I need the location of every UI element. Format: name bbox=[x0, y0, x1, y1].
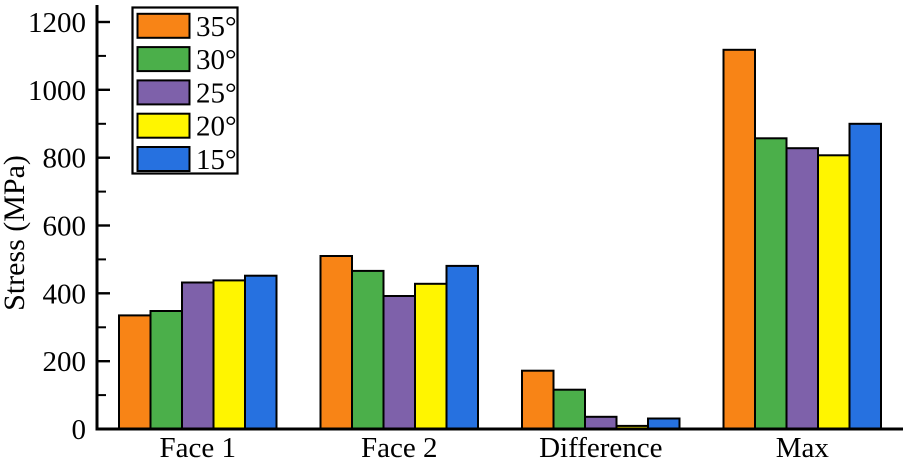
bar-15-max bbox=[848, 122, 882, 431]
bar-30-face-2 bbox=[351, 269, 385, 430]
y-tick-label: 600 bbox=[43, 211, 87, 243]
bar-15-difference bbox=[647, 417, 681, 430]
bar-35-face-2 bbox=[319, 255, 353, 430]
bar-25-difference bbox=[584, 415, 618, 430]
bar-30-difference bbox=[552, 388, 586, 431]
legend-swatch-25 bbox=[136, 79, 191, 106]
legend-swatch-30 bbox=[136, 46, 191, 73]
legend-swatch-15 bbox=[136, 146, 191, 172]
bar-35-face-1 bbox=[118, 314, 152, 430]
bar-25-face-1 bbox=[181, 281, 215, 430]
bars-layer bbox=[118, 48, 882, 431]
legend-label-25: 25° bbox=[196, 77, 237, 109]
legend-label-15: 15° bbox=[196, 144, 237, 176]
bar-20-max bbox=[817, 154, 851, 431]
legend-label-20: 20° bbox=[196, 111, 237, 143]
bar-35-max bbox=[722, 48, 756, 431]
y-tick-label: 1200 bbox=[28, 7, 86, 39]
y-tick-label: 800 bbox=[43, 143, 87, 175]
y-tick-labels-layer: 0 200 400 600 800 1000 1200 bbox=[28, 7, 86, 446]
y-tick-label: 400 bbox=[43, 278, 87, 310]
bar-20-face-1 bbox=[212, 279, 246, 430]
x-category-labels-layer: Face 1 Face 2 Difference Max bbox=[160, 432, 830, 464]
y-tick-label: 1000 bbox=[28, 75, 86, 107]
bar-30-face-1 bbox=[149, 310, 183, 430]
y-tick-label: 200 bbox=[43, 346, 87, 378]
bar-30-max bbox=[754, 137, 788, 431]
axes-layer bbox=[95, 5, 903, 431]
bar-20-face-2 bbox=[414, 282, 448, 430]
legend: 35°30°25°20°15° bbox=[131, 6, 239, 176]
bar-25-face-2 bbox=[382, 295, 416, 430]
bar-15-face-1 bbox=[244, 274, 278, 431]
bar-25-max bbox=[785, 147, 819, 430]
legend-label-35: 35° bbox=[196, 11, 237, 43]
legend-swatch-35 bbox=[136, 12, 191, 39]
y-tick-label: 0 bbox=[72, 414, 87, 446]
x-category-label-face-1: Face 1 bbox=[160, 432, 237, 464]
legend-label-30: 30° bbox=[196, 44, 237, 76]
bar-35-difference bbox=[521, 369, 555, 431]
legend-swatch-20 bbox=[136, 112, 191, 139]
y-axis-title: Stress (MPa) bbox=[0, 155, 31, 311]
x-category-label-max: Max bbox=[776, 432, 830, 464]
bar-15-face-2 bbox=[445, 264, 479, 430]
x-category-label-difference: Difference bbox=[539, 432, 662, 464]
x-category-label-face-2: Face 2 bbox=[361, 432, 438, 464]
